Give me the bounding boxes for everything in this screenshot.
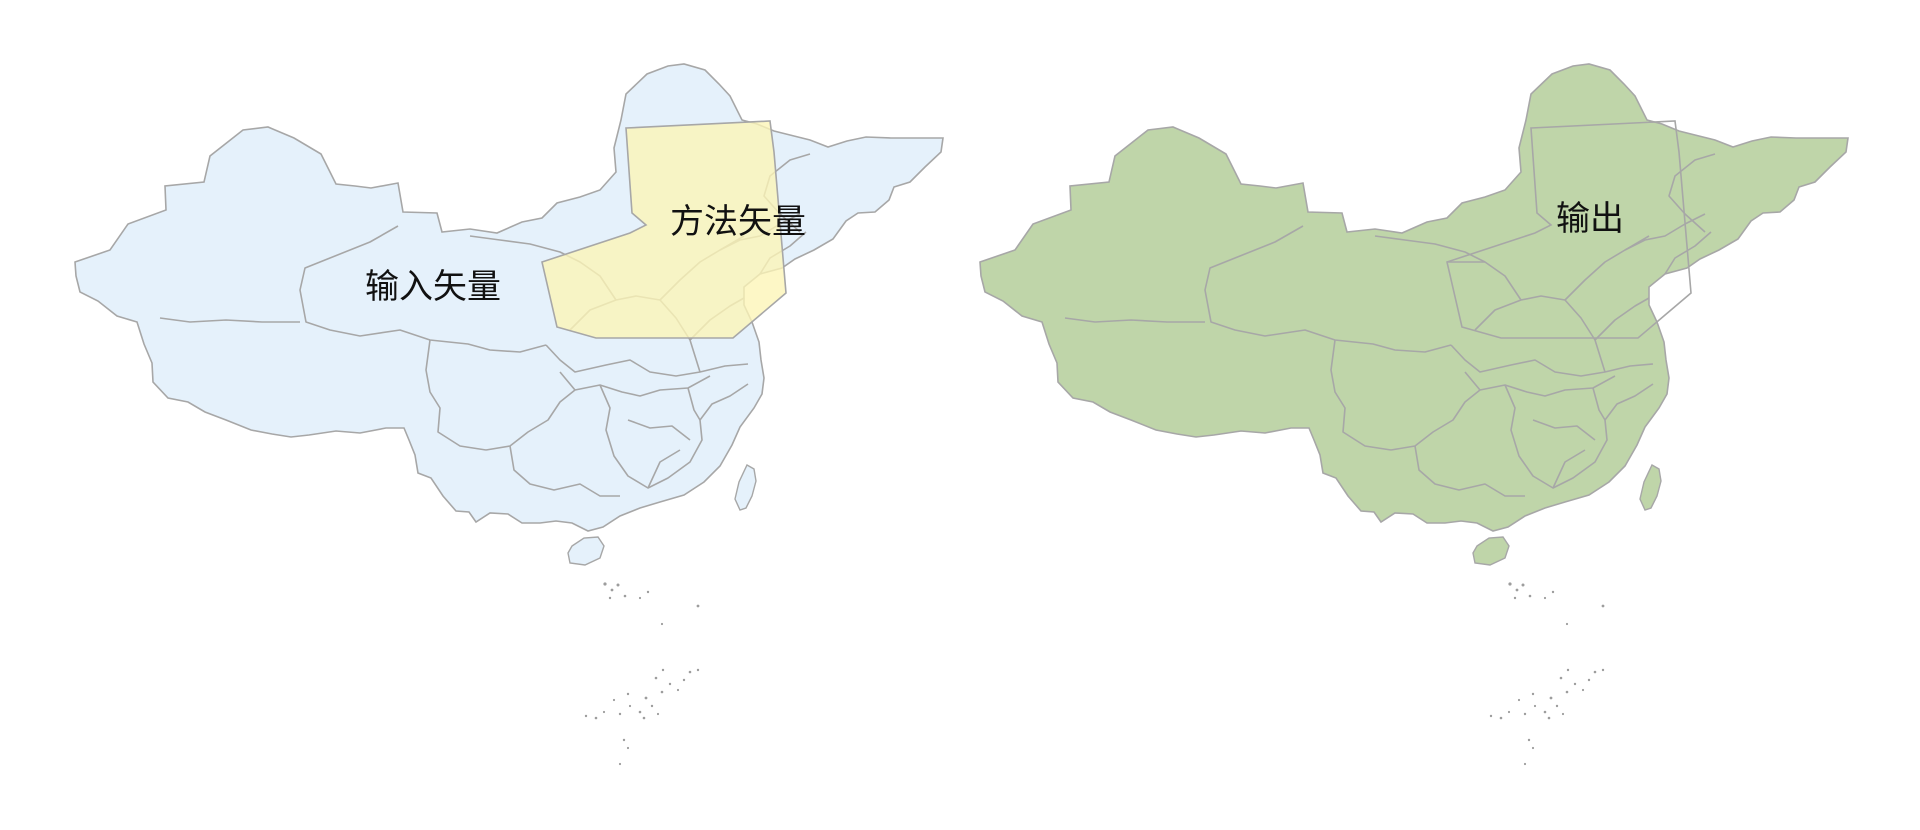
output-map: 输出 <box>979 63 1849 766</box>
input-map: 输入矢量 方法矢量 <box>74 63 944 766</box>
hainan-island <box>1472 536 1510 566</box>
hainan-island <box>567 536 605 566</box>
south-sea-islets <box>1489 582 1605 766</box>
method-vector-label: 方法矢量 <box>670 202 806 242</box>
south-sea-islets <box>584 582 700 766</box>
taiwan-island <box>1639 464 1662 511</box>
input-vector-label: 输入矢量 <box>365 267 501 307</box>
input-vector-land <box>74 63 944 532</box>
taiwan-island <box>734 464 757 511</box>
output-land <box>979 63 1849 532</box>
output-label: 输出 <box>1556 199 1624 239</box>
output-method-region <box>1446 120 1692 339</box>
method-vector-polygon <box>541 120 787 339</box>
